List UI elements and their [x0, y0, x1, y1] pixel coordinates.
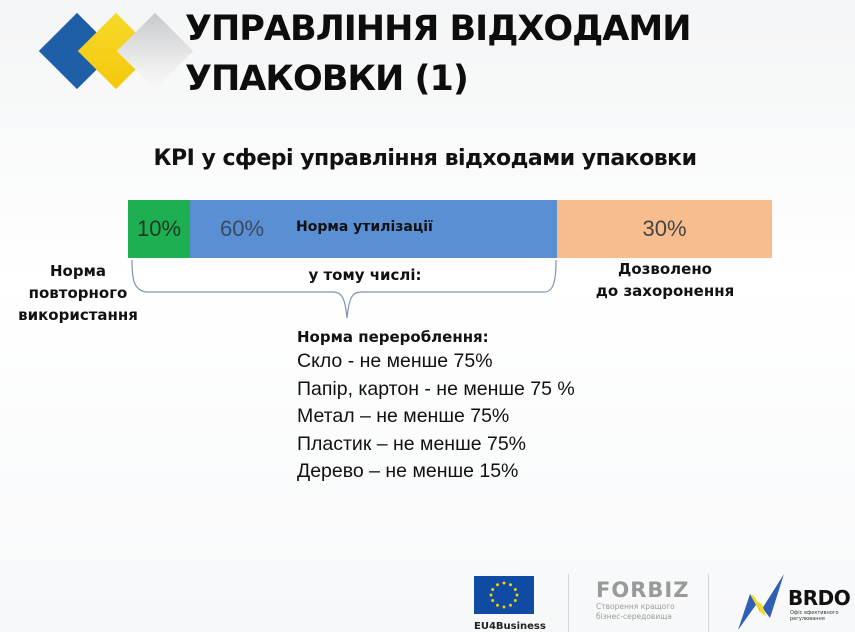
segment-landfill: 30% [557, 200, 772, 258]
kpi-stacked-bar: 10% 60% Норма утилізації 30% [128, 200, 772, 258]
recycling-norms: Норма перероблення: Скло - не менше 75% … [297, 326, 657, 486]
segment-utilization-value: 60% [220, 216, 265, 241]
brdo-logo: BRDO Офіс ефективного регулювання [736, 572, 851, 632]
recycling-item-plastic: Пластик – не менше 75% [297, 432, 527, 455]
segment-landfill-value: 30% [642, 216, 687, 241]
forbiz-tagline-2: бізнес-середовища [596, 612, 672, 621]
eu4business-caption: EU4Business [474, 621, 546, 632]
title-line-1: УПРАВЛІННЯ ВІДХОДАМИ [185, 9, 692, 49]
brdo-tagline-1: Офіс ефективного [790, 610, 839, 616]
brdo-name: BRDO [788, 586, 851, 610]
curly-brace-icon [131, 259, 557, 319]
page-title: УПРАВЛІННЯ ВІДХОДАМИ УПАКОВКИ (1) [185, 4, 825, 104]
brdo-tagline-2: регулювання [790, 616, 825, 622]
header-logo [18, 10, 194, 95]
segment-utilization: 60% Норма утилізації [190, 200, 557, 258]
reuse-label-line-3: використання [18, 306, 138, 324]
including-label: у тому числі: [308, 266, 422, 284]
kpi-subtitle: КРІ у сфері управління відходами упаковк… [153, 146, 698, 171]
recycling-item-metal: Метал – не менше 75% [297, 405, 510, 427]
segment-reuse-value: 10% [136, 216, 182, 241]
reuse-label-line-1: Норма [50, 262, 106, 280]
footer-divider [708, 574, 709, 632]
title-line-2: УПАКОВКИ (1) [185, 59, 469, 99]
recycling-item-wood: Дерево – не менше 15% [297, 460, 519, 482]
footer-divider [568, 574, 569, 632]
recycling-heading: Норма перероблення: [297, 328, 489, 346]
brdo-lightning-icon [738, 574, 784, 630]
recycling-item-paper: Папір, картон - не менше 75 % [297, 377, 575, 400]
brdo-tagline: Офіс ефективного регулювання [790, 610, 839, 622]
forbiz-tagline-1: Створення кращого [596, 602, 675, 611]
landfill-label-line-1: Дозволено [617, 260, 712, 278]
eu-flag-icon [474, 576, 534, 614]
forbiz-name: FORBIZ [596, 578, 690, 602]
reuse-label: Норма повторного використання [8, 260, 148, 326]
eu4business-logo: EU4Business [474, 576, 546, 632]
landfill-label-line-2: до захоронення [595, 282, 735, 300]
reuse-label-line-2: повторного [28, 284, 128, 302]
recycling-item-glass: Скло - не менше 75% [297, 350, 493, 372]
segment-reuse: 10% [128, 200, 190, 258]
segment-utilization-caption: Норма утилізації [296, 219, 433, 235]
forbiz-logo: FORBIZ Створення кращого бізнес-середови… [596, 578, 696, 622]
landfill-label: Дозволено до захоронення [580, 258, 750, 302]
